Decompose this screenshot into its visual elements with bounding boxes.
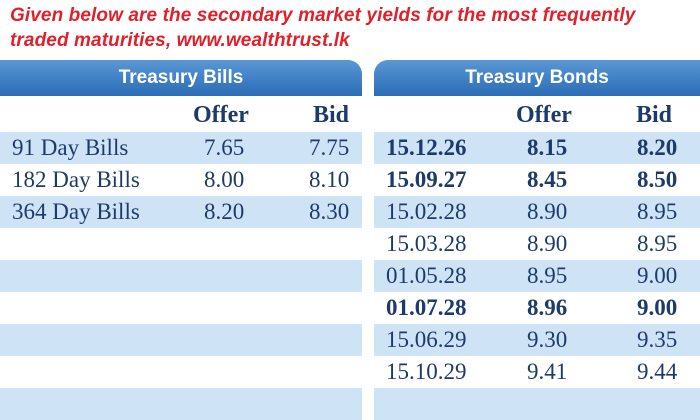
- bills-offer-column-header: Offer: [193, 102, 249, 128]
- bond-maturity: 01.07.28: [386, 295, 467, 320]
- table-row: 364 Day Bills 8.20 8.30 15.02.28 8.90 8.95: [0, 196, 700, 228]
- column-gap: [362, 292, 374, 324]
- bond-offer: 8.15: [527, 135, 568, 160]
- bonds-offer-column-header: Offer: [516, 102, 572, 128]
- bond-bid: 8.50: [637, 167, 678, 192]
- bond-offer: 8.90: [527, 231, 568, 256]
- column-gap: [362, 164, 374, 196]
- bill-offer: 8.00: [204, 167, 245, 192]
- bond-maturity: 15.09.27: [386, 167, 467, 192]
- column-gap: [362, 228, 374, 260]
- column-gap: [362, 132, 374, 164]
- bond-bid: 8.95: [637, 199, 678, 224]
- treasury-bills-header: Treasury Bills: [0, 60, 362, 96]
- column-gap: [362, 260, 374, 292]
- column-gap: [362, 324, 374, 356]
- bond-bid: 8.20: [637, 135, 678, 160]
- table-row: 91 Day Bills 7.65 7.75 15.12.26 8.15 8.20: [0, 132, 700, 164]
- bill-bid: 8.30: [309, 199, 350, 224]
- bond-offer: 8.90: [527, 199, 568, 224]
- table-row: 15.10.29 9.41 9.44: [0, 356, 700, 388]
- bond-maturity: 15.02.28: [386, 199, 467, 224]
- table-row: 15.03.28 8.90 8.95: [0, 228, 700, 260]
- bill-name: 182 Day Bills: [12, 167, 140, 192]
- bond-bid: 9.35: [637, 327, 678, 352]
- bond-bid: 9.00: [637, 295, 678, 320]
- bill-bid: 7.75: [309, 135, 350, 160]
- table-row: 182 Day Bills 8.00 8.10 15.09.27 8.45 8.50: [0, 164, 700, 196]
- bond-maturity: 15.03.28: [386, 231, 467, 256]
- table-row: 01.05.28 8.95 9.00: [0, 260, 700, 292]
- treasury-bonds-header: Treasury Bonds: [374, 60, 700, 96]
- caption: Given below are the secondary market yie…: [10, 5, 636, 51]
- bill-offer: 7.65: [204, 135, 245, 160]
- table-row: 01.07.28 8.96 9.00: [0, 292, 700, 324]
- column-gap: [362, 388, 374, 420]
- bond-bid: 9.00: [637, 263, 678, 288]
- bill-name: 91 Day Bills: [12, 135, 129, 160]
- column-gap: [362, 196, 374, 228]
- bond-offer: 8.45: [527, 167, 568, 192]
- bond-maturity: 15.12.26: [386, 135, 467, 160]
- bond-offer: 8.96: [527, 295, 568, 320]
- table-row: [0, 388, 700, 420]
- bond-maturity: 15.06.29: [386, 327, 467, 352]
- bill-offer: 8.20: [204, 199, 245, 224]
- bond-maturity: 01.05.28: [386, 263, 467, 288]
- bond-offer: 9.41: [527, 359, 568, 384]
- bond-offer: 9.30: [527, 327, 568, 352]
- bills-bid-column-header: Bid: [313, 102, 350, 128]
- bond-bid: 8.95: [637, 231, 678, 256]
- bill-name: 364 Day Bills: [12, 199, 140, 224]
- bill-bid: 8.10: [309, 167, 350, 192]
- bond-bid: 9.44: [637, 359, 678, 384]
- bond-offer: 8.95: [527, 263, 568, 288]
- bond-maturity: 15.10.29: [386, 359, 467, 384]
- column-gap: [362, 356, 374, 388]
- table-row: 15.06.29 9.30 9.35: [0, 324, 700, 356]
- bonds-bid-column-header: Bid: [636, 102, 673, 128]
